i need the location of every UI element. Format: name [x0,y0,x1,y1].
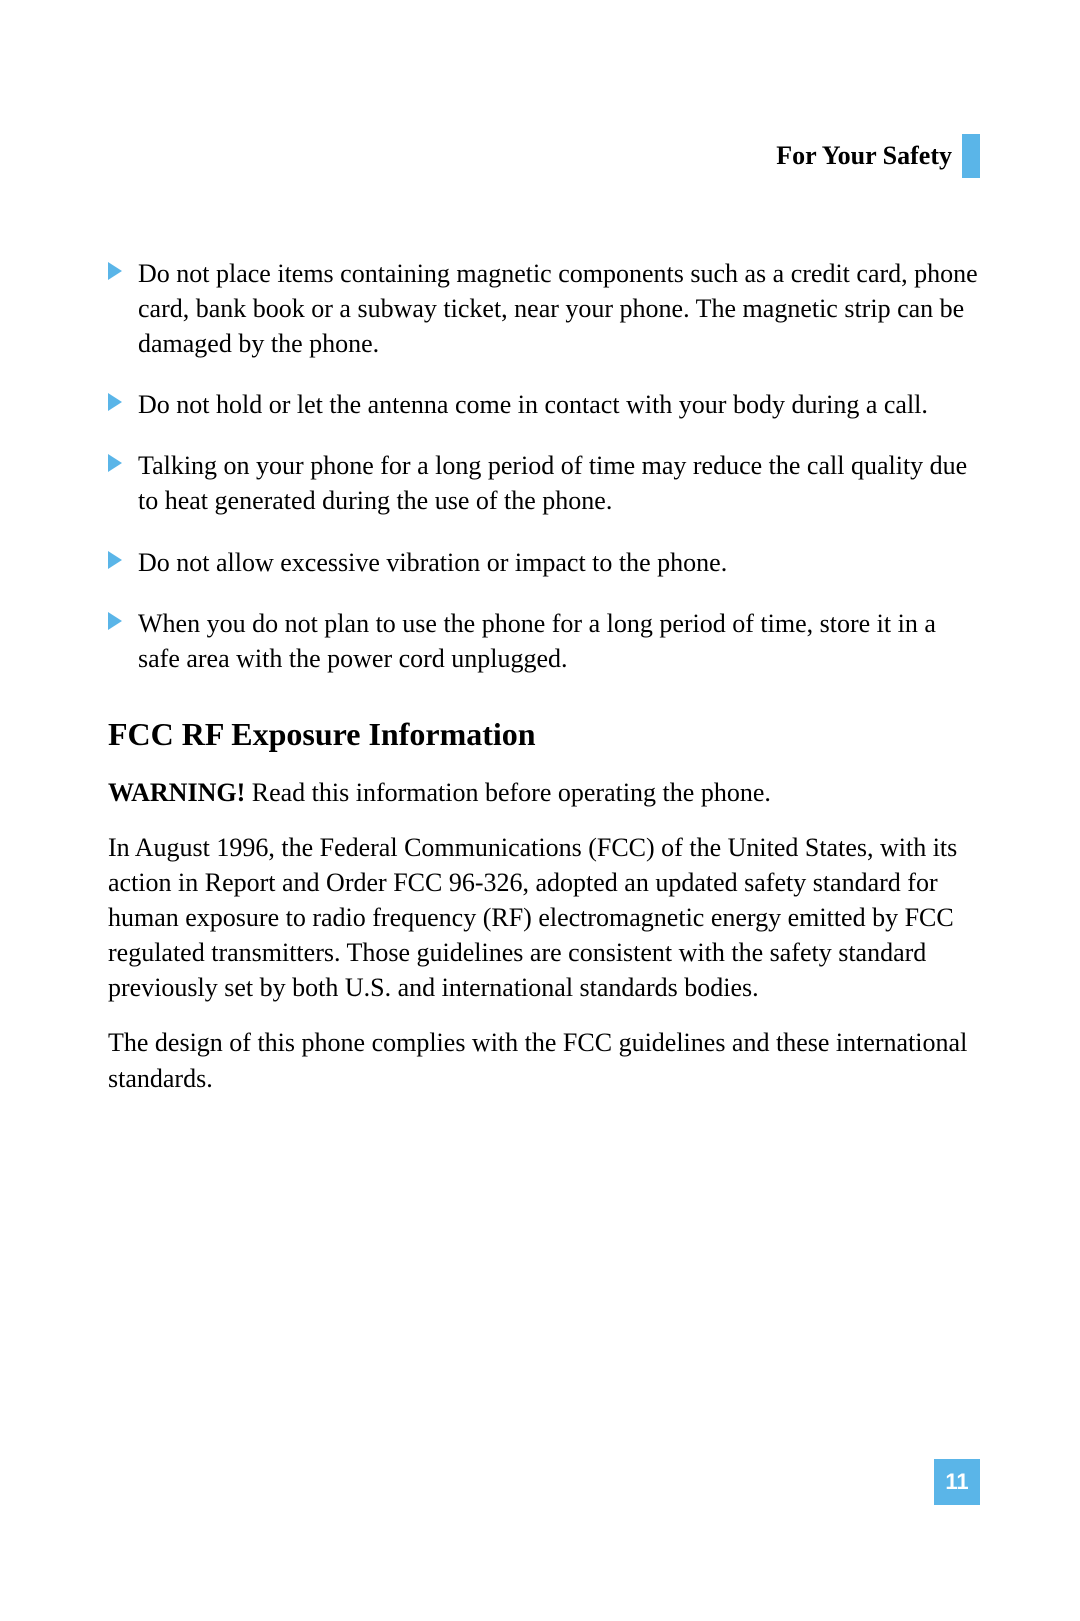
bullet-text: Talking on your phone for a long period … [138,451,967,515]
list-item: When you do not plan to use the phone fo… [108,606,980,676]
triangle-bullet-icon [108,551,122,569]
header-accent-box [962,134,980,178]
list-item: Do not hold or let the antenna come in c… [108,387,980,422]
list-item: Do not allow excessive vibration or impa… [108,545,980,580]
page-header: For Your Safety [776,134,980,178]
header-title: For Your Safety [776,141,952,171]
list-item: Do not place items containing magnetic c… [108,256,980,361]
triangle-bullet-icon [108,612,122,630]
body-paragraph: In August 1996, the Federal Communicatio… [108,830,980,1005]
document-page: For Your Safety Do not place items conta… [0,0,1080,1621]
section-heading: FCC RF Exposure Information [108,716,980,753]
page-number-text: 11 [945,1469,968,1495]
safety-bullet-list: Do not place items containing magnetic c… [108,256,980,676]
triangle-bullet-icon [108,262,122,280]
warning-text: Read this information before operating t… [245,778,771,807]
triangle-bullet-icon [108,393,122,411]
bullet-text: When you do not plan to use the phone fo… [138,609,936,673]
bullet-text: Do not place items containing magnetic c… [138,259,978,358]
page-number: 11 [934,1459,980,1505]
body-paragraph: The design of this phone complies with t… [108,1025,980,1095]
warning-label: WARNING! [108,778,245,807]
list-item: Talking on your phone for a long period … [108,448,980,518]
bullet-text: Do not allow excessive vibration or impa… [138,548,727,577]
page-content: Do not place items containing magnetic c… [108,256,980,1116]
triangle-bullet-icon [108,454,122,472]
warning-paragraph: WARNING! Read this information before op… [108,775,980,810]
bullet-text: Do not hold or let the antenna come in c… [138,390,928,419]
